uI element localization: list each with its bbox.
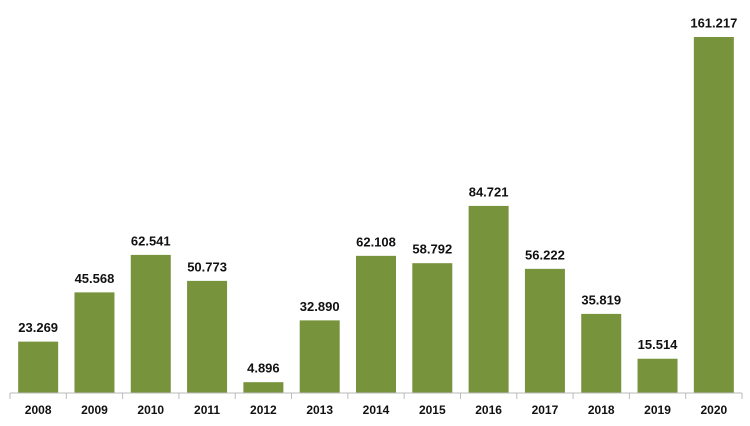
x-tick-label: 2011 — [194, 403, 220, 417]
x-tick-label: 2018 — [588, 403, 615, 417]
bar — [524, 268, 565, 393]
data-label: 15.514 — [638, 337, 679, 352]
data-label: 58.792 — [412, 242, 452, 257]
bar — [18, 341, 59, 393]
data-label: 32.890 — [300, 299, 340, 314]
data-label: 56.222 — [525, 247, 565, 262]
x-tick-label: 2013 — [306, 403, 333, 417]
bar — [243, 382, 284, 393]
bar — [356, 255, 396, 393]
x-tick-label: 2014 — [363, 403, 390, 417]
x-tick-label: 2019 — [644, 403, 671, 417]
x-tick-label: 2020 — [700, 403, 727, 417]
bar — [299, 320, 340, 393]
data-label: 23.269 — [18, 320, 58, 335]
data-label: 84.721 — [469, 184, 509, 199]
bar — [130, 254, 171, 393]
x-tick-label: 2012 — [250, 403, 277, 417]
bar — [187, 280, 228, 393]
x-tick-label: 2016 — [475, 403, 502, 417]
x-tick-label: 2010 — [137, 403, 164, 417]
data-label: 161.217 — [690, 15, 737, 30]
data-label: 62.541 — [131, 233, 171, 248]
x-tick-label: 2008 — [25, 403, 52, 417]
bar — [637, 358, 678, 393]
x-tick-label: 2015 — [419, 403, 446, 417]
bar — [693, 37, 734, 393]
data-label: 62.108 — [356, 234, 396, 249]
x-tick-label: 2017 — [532, 403, 559, 417]
bar — [468, 205, 509, 393]
data-label: 50.773 — [187, 259, 227, 274]
data-label: 45.568 — [75, 271, 115, 286]
bar — [412, 263, 453, 393]
bar — [581, 313, 622, 393]
x-tick-label: 2009 — [81, 403, 108, 417]
data-label: 35.819 — [581, 292, 621, 307]
data-label: 4.896 — [247, 361, 280, 376]
bar — [74, 292, 115, 393]
